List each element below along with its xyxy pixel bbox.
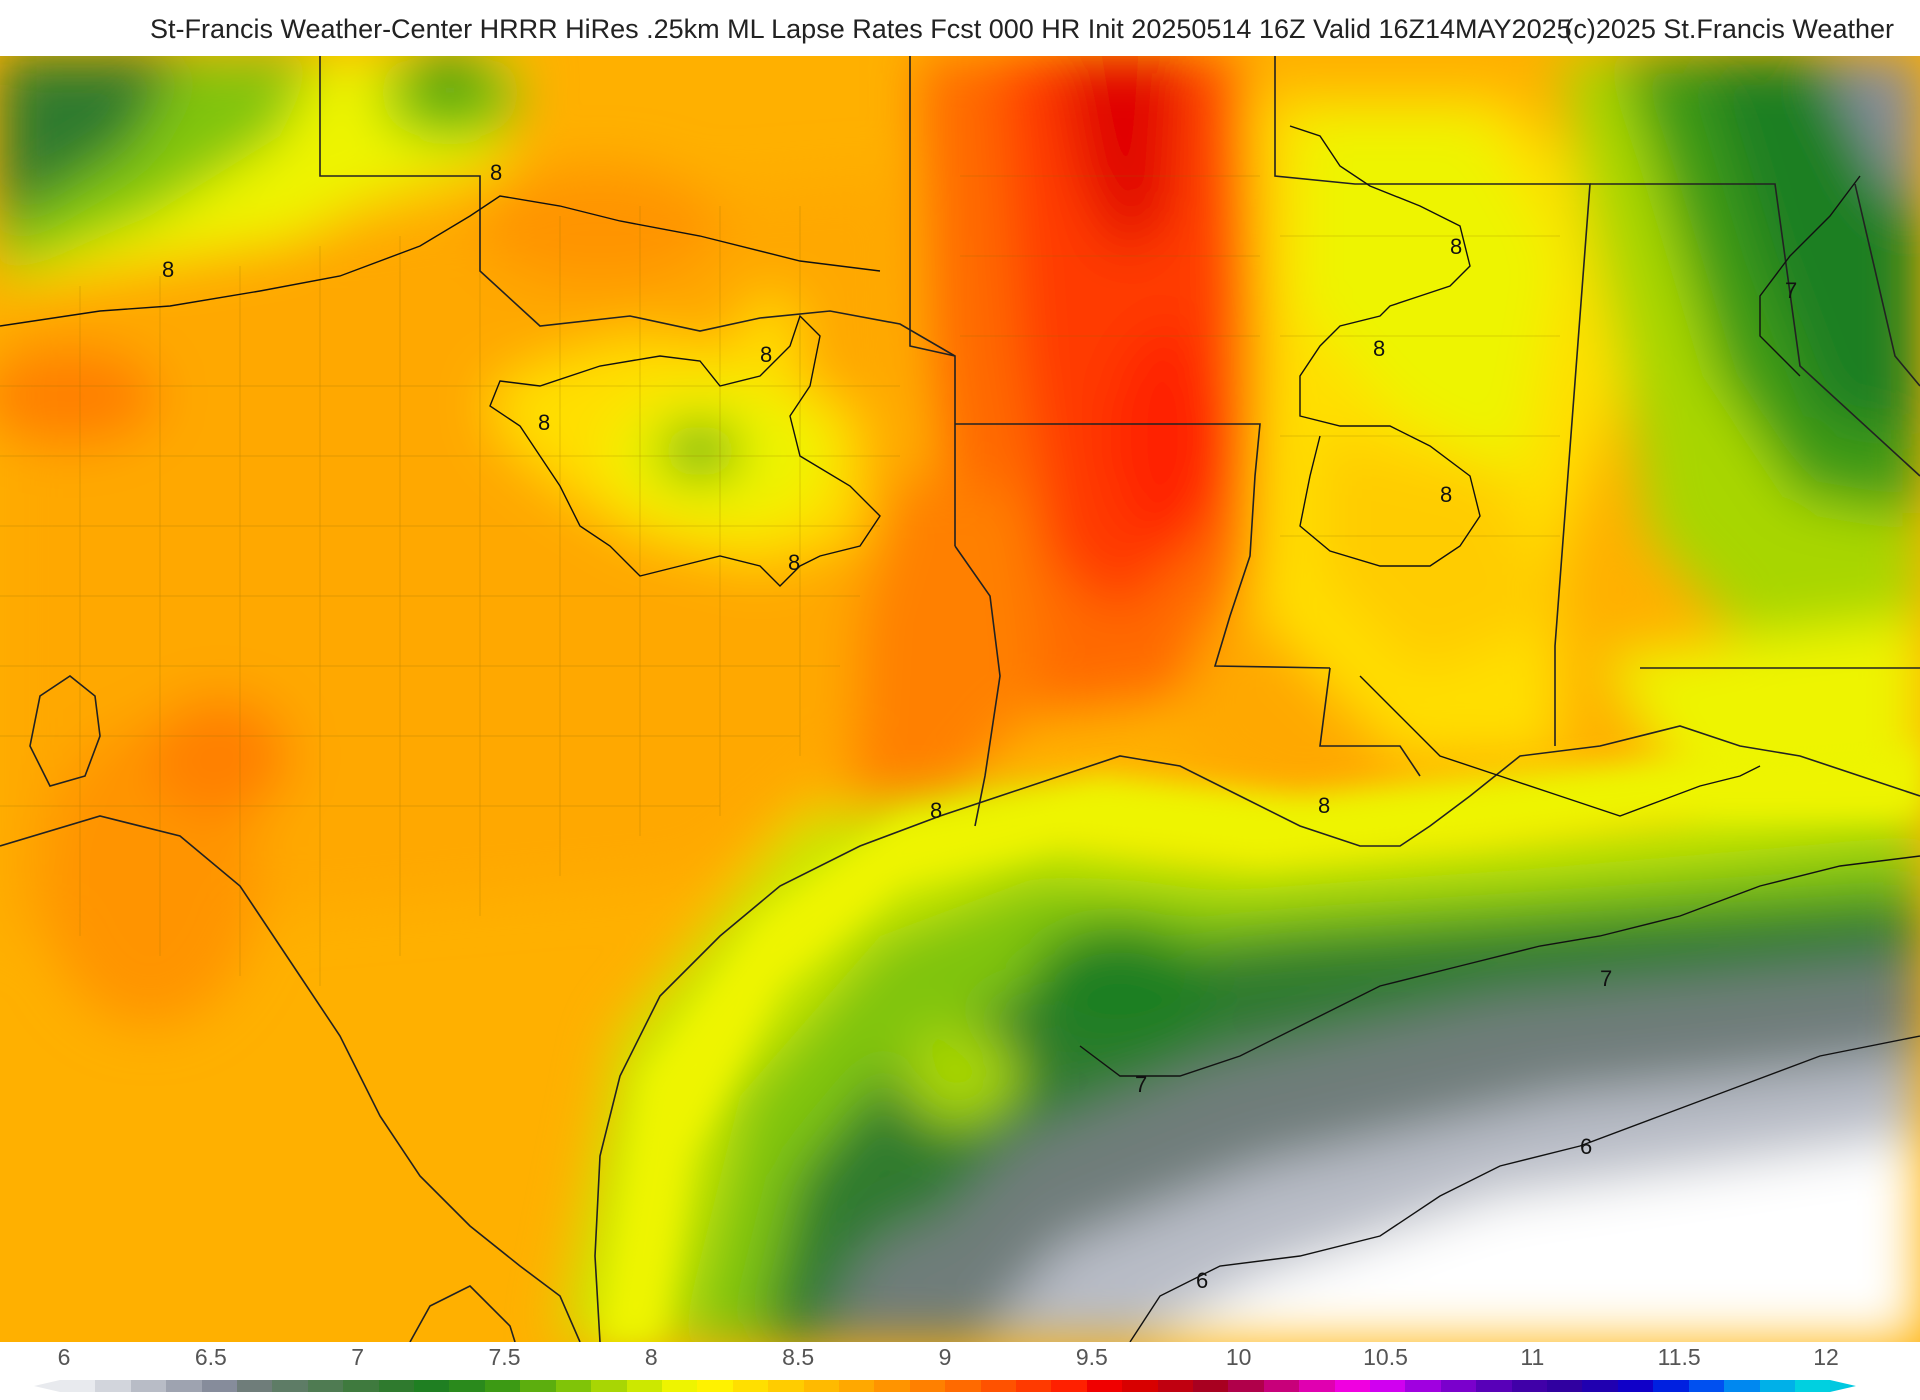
legend-swatch (237, 1380, 273, 1392)
contour-label: 6 (1196, 1268, 1208, 1293)
legend-swatch (1688, 1380, 1725, 1392)
lapse-rate-field (0, 56, 1920, 1342)
legend-swatch (732, 1380, 769, 1392)
legend-tick-label: 7.5 (488, 1344, 521, 1370)
legend-swatch (60, 1380, 96, 1392)
legend-swatch (130, 1380, 167, 1392)
legend-swatch (1051, 1380, 1087, 1392)
legend-swatch (1440, 1380, 1477, 1392)
legend-swatch (1653, 1380, 1689, 1392)
legend-swatch (803, 1380, 839, 1392)
legend-swatch (838, 1380, 875, 1392)
legend-swatch (1370, 1380, 1406, 1392)
legend-tick-label: 9 (938, 1344, 952, 1370)
contour-label: 8 (760, 342, 772, 367)
legend-swatch (1582, 1380, 1618, 1392)
contour-label: 8 (162, 257, 174, 282)
legend-color-bar (60, 1380, 1831, 1392)
state-borders (319, 56, 1920, 827)
legend-swatch (484, 1380, 521, 1392)
title-bar: St-Francis Weather-Center HRRR HiRes .25… (0, 0, 1920, 56)
legend-tick-label: 7 (351, 1344, 365, 1370)
legend-swatch (909, 1380, 946, 1392)
legend-swatch (661, 1380, 698, 1392)
contour-label: 7 (1135, 1072, 1147, 1097)
contour-labels: 8 8 8 8 8 8 8 8 8 8 7 7 7 6 6 (162, 160, 1797, 1293)
legend-swatch (307, 1380, 344, 1392)
legend-low-arrow (34, 1380, 60, 1392)
legend-tick-label: 11.5 (1657, 1344, 1701, 1370)
legend-tick-label: 8 (644, 1344, 658, 1370)
map-title: St-Francis Weather-Center HRRR HiRes .25… (150, 14, 1572, 44)
contour-label: 8 (788, 550, 800, 575)
legend-swatch (1405, 1380, 1441, 1392)
contour-8 (0, 125, 1761, 817)
contour-label: 7 (1600, 966, 1612, 991)
legend-tick-label: 11 (1520, 1344, 1545, 1370)
legend-swatch (414, 1380, 450, 1392)
color-scale-legend: 6 6.5 7 7.5 8 8.5 9 9.5 10 10.5 11 11.5 12 (0, 1342, 1920, 1400)
legend-swatch (697, 1380, 733, 1392)
legend-swatch (343, 1380, 379, 1392)
legend-swatch (980, 1380, 1016, 1392)
coastal-yellow-band (600, 746, 1920, 1342)
contour-label: 8 (1318, 793, 1330, 818)
legend-swatch (378, 1380, 415, 1392)
legend-tick-label: 6.5 (194, 1344, 227, 1370)
legend-swatch (874, 1380, 910, 1392)
legend-swatch (768, 1380, 804, 1392)
contour-label: 7 (1785, 278, 1797, 303)
legend-swatch (591, 1380, 627, 1392)
map-canvas: 8 8 8 8 8 8 8 8 8 8 7 7 7 6 6 (0, 56, 1920, 1342)
legend-tick-label: 8.5 (782, 1344, 815, 1370)
contour-label: 8 (1440, 482, 1452, 507)
legend-swatch (626, 1380, 662, 1392)
legend-swatch (1617, 1380, 1654, 1392)
legend-swatch (95, 1380, 131, 1392)
contour-label: 8 (1450, 234, 1462, 259)
legend-swatch (1086, 1380, 1123, 1392)
legend-swatch (1511, 1380, 1548, 1392)
legend-swatch (1122, 1380, 1158, 1392)
legend-swatch (1724, 1380, 1760, 1392)
contour-label: 8 (490, 160, 502, 185)
legend-tick-label: 9.5 (1075, 1344, 1108, 1370)
legend-swatch (1157, 1380, 1193, 1392)
legend-swatch (272, 1380, 308, 1392)
legend-swatch (945, 1380, 981, 1392)
legend-high-arrow (1830, 1380, 1856, 1392)
legend-swatch (1299, 1380, 1335, 1392)
county-grid (0, 175, 1560, 986)
legend-swatch (555, 1380, 592, 1392)
contour-label: 8 (538, 410, 550, 435)
contour-label: 8 (930, 798, 942, 823)
legend-swatch (1759, 1380, 1795, 1392)
legend-swatch (1015, 1380, 1052, 1392)
contour-label: 8 (1373, 336, 1385, 361)
legend-swatch (166, 1380, 202, 1392)
legend-tick-label: 12 (1813, 1344, 1839, 1370)
legend-tick-label: 10 (1225, 1344, 1252, 1370)
copyright-label: (c)2025 St.Francis Weather (1564, 14, 1894, 44)
legend-swatch (449, 1380, 485, 1392)
coastline (0, 675, 1920, 1342)
legend-swatch (201, 1380, 238, 1392)
legend-swatch (1547, 1380, 1583, 1392)
legend-swatch (520, 1380, 556, 1392)
legend-swatch (1228, 1380, 1264, 1392)
legend-swatch (1476, 1380, 1512, 1392)
legend-swatch (1263, 1380, 1300, 1392)
legend-swatch (1334, 1380, 1371, 1392)
legend-swatch (1193, 1380, 1229, 1392)
legend-tick-label: 10.5 (1363, 1344, 1408, 1370)
contour-label: 6 (1580, 1134, 1592, 1159)
lapse-rate-map: 8 8 8 8 8 8 8 8 8 8 7 7 7 6 6 (0, 56, 1920, 1342)
legend-swatch (1794, 1380, 1831, 1392)
contour-7-6 (1079, 175, 1920, 1342)
legend-tick-label: 6 (57, 1344, 71, 1370)
